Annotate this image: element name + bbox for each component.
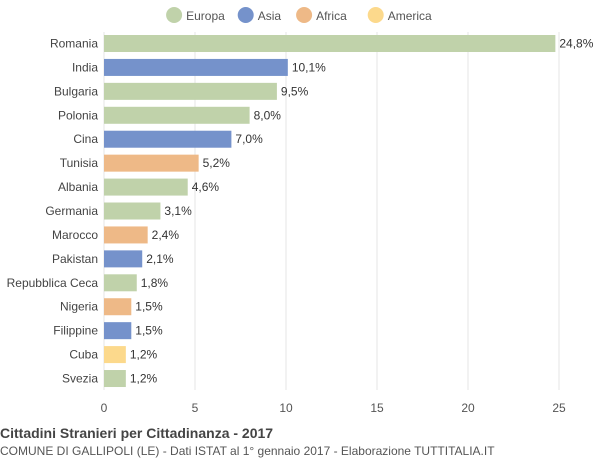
- category-label-cuba: Cuba: [69, 348, 98, 362]
- value-label-marocco: 2,4%: [152, 228, 180, 242]
- category-label-tunisia: Tunisia: [60, 156, 99, 170]
- category-label-nigeria: Nigeria: [60, 300, 98, 314]
- value-label-bulgaria: 9,5%: [281, 84, 309, 98]
- x-axis-ticks: 0 5 10 15 20 25: [101, 401, 566, 415]
- x-tick-label-20: 20: [461, 401, 475, 415]
- value-labels: 24,8% 10,1% 9,5% 8,0% 7,0% 5,2% 4,6%3,1% 2,4% 2,…: [130, 37, 594, 386]
- value-label-tunisia: 5,2%: [203, 156, 231, 170]
- bar-tunisia: [104, 154, 199, 172]
- chart-legend: Europa Asia Africa America: [166, 7, 432, 23]
- category-label-repubblica-ceca: Repubblica Ceca: [7, 276, 99, 290]
- bar-cina: [104, 130, 232, 148]
- bar-filippine: [104, 322, 132, 340]
- value-label-repubblica-ceca: 1,8%: [141, 276, 169, 290]
- legend-label-asia: Asia: [258, 9, 282, 23]
- x-tick-label-25: 25: [552, 401, 566, 415]
- bar-pakistan: [104, 250, 143, 268]
- bar-india: [104, 58, 288, 76]
- value-label-nigeria: 1,5%: [135, 300, 163, 314]
- legend-swatch-europa: [166, 7, 183, 23]
- bar-marocco: [104, 226, 148, 244]
- bar-nigeria: [104, 298, 132, 316]
- bar-polonia: [104, 106, 250, 124]
- bar-romania: [104, 35, 556, 52]
- value-label-albania: 4,6%: [192, 180, 220, 194]
- legend-label-africa: Africa: [316, 9, 347, 23]
- category-label-pakistan: Pakistan: [52, 252, 98, 266]
- value-label-germania: 3,1%: [164, 204, 192, 218]
- legend-label-america: America: [388, 9, 432, 23]
- category-label-cina: Cina: [73, 132, 98, 146]
- value-label-polonia: 8,0%: [254, 108, 282, 122]
- x-tick-label-10: 10: [279, 401, 293, 415]
- legend-swatch-africa: [296, 7, 313, 23]
- chart-subtitle: COMUNE DI GALLIPOLI (LE) - Dati ISTAT al…: [0, 444, 495, 458]
- bar-chart: Europa Asia Africa America Romania India Bulg…: [7, 7, 594, 415]
- value-label-india: 10,1%: [292, 60, 326, 74]
- bar-svezia: [104, 370, 126, 388]
- x-tick-label-15: 15: [370, 401, 384, 415]
- x-tick-label-0: 0: [101, 401, 108, 415]
- y-axis-labels: Romania India Bulgaria Polonia Cina Tunisia Al…: [7, 37, 99, 386]
- category-label-polonia: Polonia: [58, 108, 98, 122]
- legend-swatch-america: [367, 7, 384, 23]
- value-label-romania: 24,8%: [559, 37, 593, 51]
- category-label-svezia: Svezia: [62, 372, 98, 386]
- value-label-pakistan: 2,1%: [146, 252, 174, 266]
- x-tick-label-5: 5: [192, 401, 199, 415]
- category-label-bulgaria: Bulgaria: [54, 84, 98, 98]
- category-label-india: India: [72, 60, 98, 74]
- category-label-filippine: Filippine: [53, 324, 98, 338]
- category-label-romania: Romania: [50, 37, 98, 51]
- bar-albania: [104, 178, 188, 196]
- legend-swatch-asia: [237, 7, 254, 23]
- value-label-cuba: 1,2%: [130, 348, 158, 362]
- category-label-albania: Albania: [58, 180, 98, 194]
- bar-bulgaria: [104, 82, 277, 100]
- bar-cuba: [104, 346, 126, 364]
- category-label-germania: Germania: [45, 204, 98, 218]
- chart-title: Cittadini Stranieri per Cittadinanza - 2…: [0, 425, 274, 441]
- legend-label-europa: Europa: [186, 9, 225, 23]
- bar-repubblica-ceca: [104, 274, 137, 292]
- chart-bars: [104, 35, 556, 388]
- value-label-cina: 7,0%: [235, 132, 263, 146]
- bar-germania: [104, 202, 161, 220]
- value-label-filippine: 1,5%: [135, 324, 163, 338]
- value-label-svezia: 1,2%: [130, 372, 158, 386]
- category-label-marocco: Marocco: [52, 228, 98, 242]
